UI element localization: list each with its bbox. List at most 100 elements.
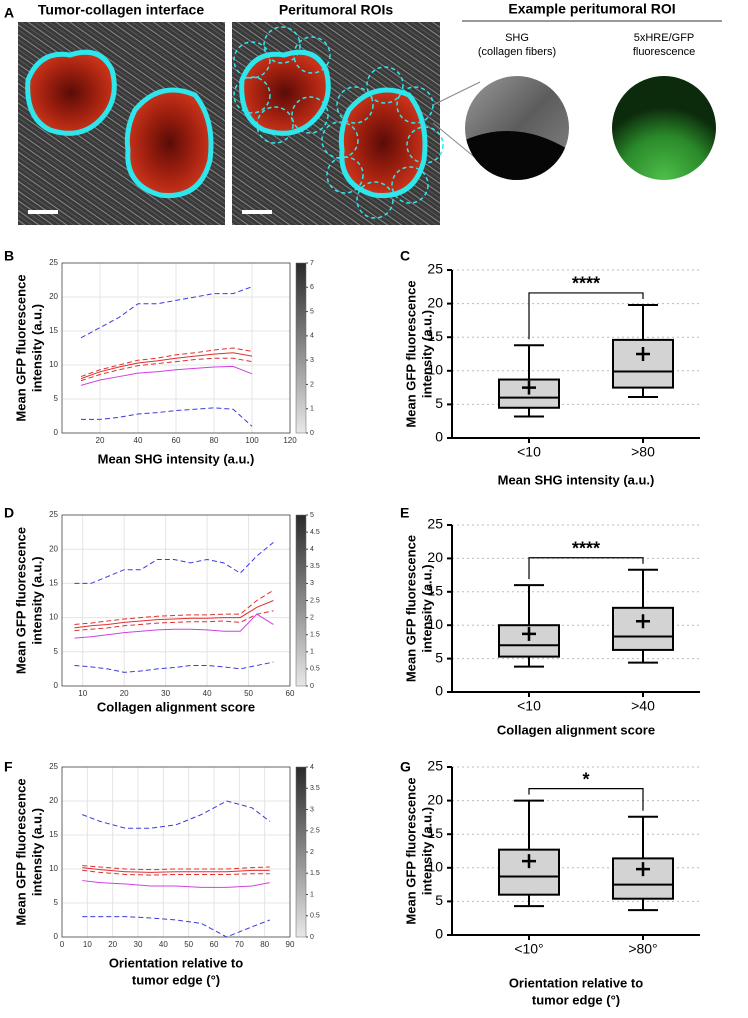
y-tick-label: 5 xyxy=(435,892,443,908)
colorbar-tick-label: 1.5 xyxy=(310,870,320,877)
y-tick-label: 20 xyxy=(49,796,58,805)
trend-line xyxy=(80,286,253,339)
roi-caption: fluorescence xyxy=(633,46,695,58)
plot-frame xyxy=(61,766,291,938)
colorbar-tick-label: 4 xyxy=(310,546,314,553)
mean-marker xyxy=(522,380,536,395)
trend-line xyxy=(74,610,274,632)
mean-marker xyxy=(522,626,536,641)
colorbar-tick-label: 2 xyxy=(310,614,314,621)
y-axis-label: intensity (a.u.) xyxy=(419,807,434,895)
x-axis-label: Orientation relative to xyxy=(509,975,643,990)
x-tick-label: 50 xyxy=(184,940,193,949)
colorbar-tick-label: 0 xyxy=(310,683,314,690)
colorbar-tick-label: 0 xyxy=(310,934,314,941)
y-tick-label: 15 xyxy=(49,579,58,588)
x-tick-label: 20 xyxy=(96,436,105,445)
x-tick-label: 20 xyxy=(108,940,117,949)
trend-line xyxy=(74,589,274,625)
significance-label: * xyxy=(582,769,589,789)
y-tick-label: 25 xyxy=(427,261,443,277)
roi-header: Example peritumoral ROI xyxy=(508,1,675,17)
roi-caption: SHG xyxy=(505,32,529,44)
x-tick-label: >80 xyxy=(631,444,655,460)
x-tick-label: 120 xyxy=(283,436,297,445)
trend-line xyxy=(81,407,253,427)
y-tick-label: 25 xyxy=(49,762,58,771)
trend-line xyxy=(80,365,253,386)
mean-marker xyxy=(636,862,650,877)
y-tick-label: 5 xyxy=(54,394,59,403)
y-tick-label: 20 xyxy=(49,292,58,301)
zoom-line xyxy=(432,122,479,161)
y-axis-label: intensity (a.u.) xyxy=(29,808,44,896)
x-tick-label: 60 xyxy=(210,940,219,949)
colorbar-tick-label: 4 xyxy=(310,333,314,340)
zoom-line xyxy=(432,81,481,106)
y-axis-label: Mean GFP fluorescence xyxy=(13,778,28,925)
y-tick-label: 10 xyxy=(427,362,443,378)
image-left xyxy=(18,22,225,225)
colorbar-tick-label: 3.5 xyxy=(310,785,320,792)
colorbar-tick-label: 4.5 xyxy=(310,529,320,536)
mean-marker xyxy=(636,614,650,629)
panel-letter: E xyxy=(400,505,409,521)
y-tick-label: 20 xyxy=(427,549,443,565)
y-tick-label: 10 xyxy=(49,864,58,873)
y-tick-label: 5 xyxy=(54,647,59,656)
y-axis-label: Mean GFP fluorescence xyxy=(403,535,418,682)
mean-marker xyxy=(522,854,536,869)
colorbar-tick-label: 0 xyxy=(310,430,314,437)
trend-line xyxy=(82,916,270,938)
y-tick-label: 25 xyxy=(49,510,58,519)
colorbar-tick-label: 3 xyxy=(310,580,314,587)
x-axis-label: Mean SHG intensity (a.u.) xyxy=(498,472,655,487)
trend-line xyxy=(80,347,253,378)
image-middle xyxy=(232,22,444,225)
plot-frame xyxy=(61,514,291,687)
y-tick-label: 0 xyxy=(435,429,443,445)
x-tick-label: 60 xyxy=(172,436,181,445)
y-tick-label: 25 xyxy=(427,758,443,774)
y-tick-label: 5 xyxy=(435,649,443,665)
y-tick-label: 0 xyxy=(435,683,443,699)
y-tick-label: 10 xyxy=(427,859,443,875)
x-axis-label: Collagen alignment score xyxy=(497,722,655,737)
x-tick-label: 60 xyxy=(286,689,295,698)
mean-marker xyxy=(636,347,650,361)
y-tick-label: 5 xyxy=(435,395,443,411)
colorbar-tick-label: 3 xyxy=(310,806,314,813)
x-tick-label: 80 xyxy=(210,436,219,445)
panel-title: Tumor-collagen interface xyxy=(38,2,204,18)
y-axis-label: intensity (a.u.) xyxy=(419,310,434,398)
colorbar-tick-label: 5 xyxy=(310,512,314,519)
y-axis-label: Mean GFP fluorescence xyxy=(13,527,28,674)
x-tick-label: 100 xyxy=(245,436,259,445)
y-tick-label: 10 xyxy=(427,616,443,632)
x-tick-label: 20 xyxy=(120,689,129,698)
colorbar-tick-label: 0.5 xyxy=(310,666,320,673)
box xyxy=(612,606,674,651)
significance-bracket xyxy=(528,557,644,580)
y-tick-label: 0 xyxy=(435,926,443,942)
x-tick-label: <10 xyxy=(517,698,541,714)
x-tick-label: 80 xyxy=(260,940,269,949)
colorbar-tick-label: 1 xyxy=(310,406,314,413)
colorbar-tick-label: 4 xyxy=(310,764,314,771)
colorbar-tick-label: 2 xyxy=(310,381,314,388)
colorbar-tick-label: 3.5 xyxy=(310,563,320,570)
colorbar-tick-label: 2 xyxy=(310,849,314,856)
x-tick-label: 30 xyxy=(161,689,170,698)
trend-line xyxy=(80,352,253,380)
colorbar-tick-label: 5 xyxy=(310,308,314,315)
trend-line xyxy=(74,613,274,639)
x-tick-label: 0 xyxy=(60,940,65,949)
y-tick-label: 25 xyxy=(427,516,443,532)
panel-letter: B xyxy=(4,248,14,264)
x-tick-label: <10° xyxy=(514,941,543,957)
panel-letter: C xyxy=(400,248,410,264)
colorbar-tick-label: 2.5 xyxy=(310,597,320,604)
y-tick-label: 10 xyxy=(49,613,58,622)
x-axis-label: Mean SHG intensity (a.u.) xyxy=(98,451,255,466)
plot-frame xyxy=(61,262,291,434)
